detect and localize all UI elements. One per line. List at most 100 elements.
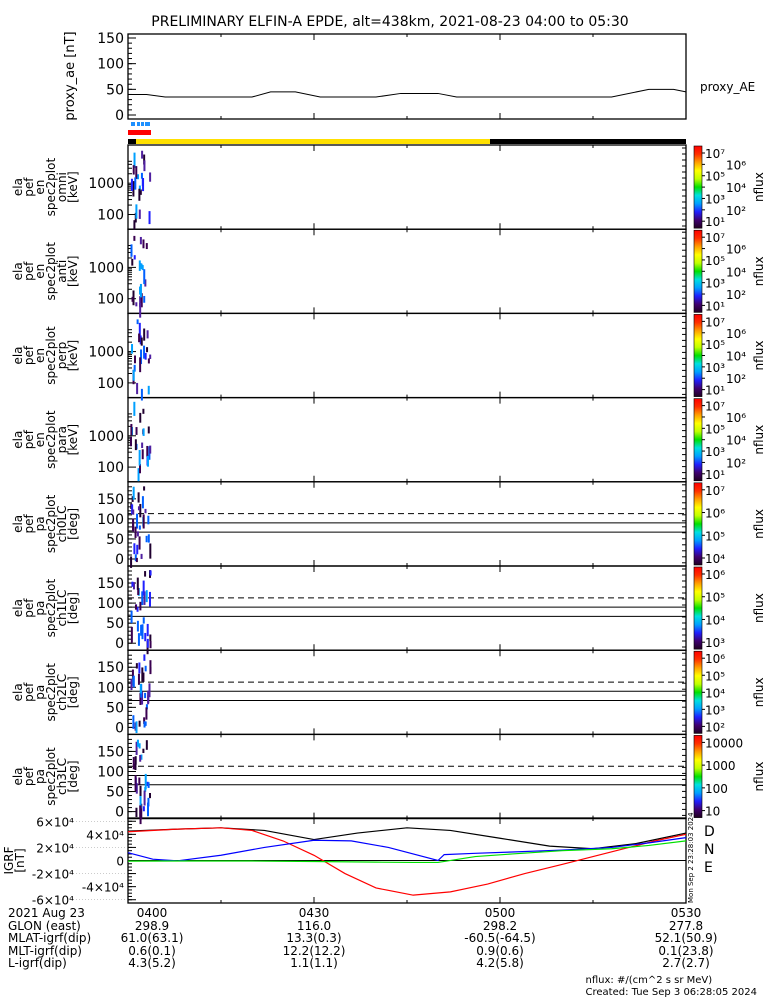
spectrogram-pixel — [141, 496, 144, 509]
panel-ylabel: pef — [22, 261, 36, 281]
footer-mlat: 13.3(0.3) — [286, 931, 342, 945]
spectrogram-pixel — [143, 654, 146, 661]
spectrogram-pixel — [139, 692, 142, 705]
spectrogram-pixel — [138, 525, 141, 530]
igrf-side-stamp: Mon Sep 2 23:28:03 2024 — [687, 812, 695, 903]
spectrogram-pixel — [130, 423, 133, 436]
spectrogram-pixel — [138, 463, 141, 474]
colorbar-tick-label: 10⁵ — [705, 170, 725, 184]
spectrogram-pixel — [135, 166, 138, 180]
spectrogram-pixel — [140, 349, 143, 365]
colorbar-tick-label: 10⁵ — [705, 669, 725, 683]
colorbar-tick-label: 10⁴ — [705, 552, 725, 566]
colorbar-label: nflux — [752, 762, 766, 792]
panel-ylabel: pa — [33, 769, 47, 784]
spectrogram-pixel — [134, 177, 137, 190]
panel-ylabel: perp — [55, 342, 69, 370]
y-tick-label: -6×10⁴ — [32, 894, 74, 908]
footer-notes: nflux: #/(cm^2 s sr MeV) Created: Tue Se… — [586, 975, 758, 999]
spectrogram-pixel — [136, 577, 139, 590]
footer-l: 2.7(2.7) — [662, 956, 710, 970]
panel-ylabel: spec2plot — [44, 158, 58, 217]
spectrogram-pixel — [142, 428, 145, 436]
colorbar-tick-label: 10⁶ — [705, 652, 725, 666]
colorbar-label: nflux — [752, 256, 766, 286]
spectrogram-pixel — [147, 385, 150, 395]
spectrogram-pixel — [149, 792, 152, 799]
spectrogram-pixel — [140, 263, 143, 270]
spectrogram-pixel — [139, 755, 142, 762]
spectrogram-pixel — [147, 358, 150, 364]
spectrogram-pixel — [134, 355, 137, 364]
spectrogram-pixel — [145, 740, 148, 750]
spectrogram-pixel — [138, 662, 141, 674]
panel-ylabel: ela — [11, 767, 25, 785]
panel-frame — [127, 565, 687, 651]
panel-ylabel: en — [33, 432, 47, 447]
footer-glon: 116.0 — [296, 918, 332, 933]
spectrogram-pixel — [145, 243, 148, 250]
footer-col-0500: 0500 298.2 -60.5(-64.5) 0.9(0.6) 4.2(5.8… — [464, 907, 535, 970]
panel-ylabel: en — [33, 180, 47, 195]
colorbar-tick-label: 10000 — [705, 736, 743, 750]
colorbar — [693, 650, 703, 734]
colorbar-tick-label: 10³ — [705, 361, 725, 375]
spectrogram-pixel — [149, 641, 152, 649]
y-tick-label: 50 — [106, 532, 124, 548]
spectrogram-pixel — [132, 715, 135, 729]
spectrogram-pixel — [138, 188, 141, 201]
y-tick-label: 0 — [116, 855, 124, 869]
panel-ylabel: pef — [22, 429, 36, 449]
panel-ylabel: ch3LC — [55, 758, 69, 795]
spectrogram-pixel — [149, 172, 152, 182]
panel-ylabel: [deg] — [66, 761, 80, 793]
colorbar-tick-label: 10¹ — [705, 299, 725, 313]
spectrogram-pixel — [138, 209, 141, 219]
spectrogram-pixel — [130, 244, 133, 257]
igrf-legend-N: N — [704, 842, 714, 858]
created-timestamp: Created: Tue Sep 3 06:28:05 2024 — [585, 987, 758, 998]
spectrogram-pixel — [148, 591, 151, 607]
colorbar — [693, 314, 703, 397]
footer-mlt: 12.2(12.2) — [282, 943, 346, 958]
colorbar-label: nflux — [752, 172, 766, 202]
igrf-ylabel: [nT] — [13, 848, 27, 872]
footer-time: 0430 — [298, 906, 330, 920]
spectrogram-pixel — [135, 721, 138, 734]
panel-ylabel: pa — [33, 685, 47, 700]
spectrogram-pixel — [143, 721, 146, 728]
spectrogram-pixel — [139, 503, 142, 518]
panel-ylabel: ch2LC — [55, 674, 69, 711]
spectrogram-pixel — [133, 235, 136, 241]
spectrogram-pixel — [131, 258, 134, 266]
colorbar-tick-label: 10⁴ — [705, 613, 725, 627]
spectrogram-pixel — [130, 178, 133, 191]
spectrogram-pixel — [135, 302, 138, 307]
colorbar-tick-label: 100 — [705, 782, 728, 796]
spectrogram-pixel — [145, 707, 148, 720]
colorbar-tick-label: 10⁶ — [726, 158, 746, 172]
spectrogram-pixel — [135, 741, 138, 755]
spectrogram-pixel — [138, 743, 141, 749]
spectrogram-pixel — [130, 556, 133, 568]
y-tick-label: 100 — [97, 376, 124, 392]
y-tick-label: 100 — [97, 764, 124, 780]
spectrogram-pixel — [143, 328, 146, 341]
footer-l: 4.2(5.8) — [476, 956, 524, 970]
footer-col-0530: 0530 277.8 52.1(50.9) 0.1(23.8) 2.7(2.7) — [655, 907, 718, 970]
colorbar-label: nflux — [752, 425, 766, 455]
spectrogram-pixel — [135, 557, 138, 563]
footer-mlt: 0.9(0.6) — [476, 943, 524, 958]
y-tick-label: 100 — [97, 460, 124, 476]
y-tick-label: 0 — [115, 805, 124, 821]
footer-glon: 298.9 — [134, 918, 170, 933]
spectrogram-pixel — [140, 624, 143, 636]
spectrogram-pixel — [131, 296, 134, 302]
spectrogram-pixel — [137, 492, 140, 503]
igrf-ylabel: IGRF — [2, 846, 16, 874]
spectrogram-pixel — [139, 303, 142, 318]
spectrogram-pixel — [145, 590, 148, 603]
panel-frame — [127, 649, 687, 736]
spectrogram-pixel — [144, 508, 147, 514]
